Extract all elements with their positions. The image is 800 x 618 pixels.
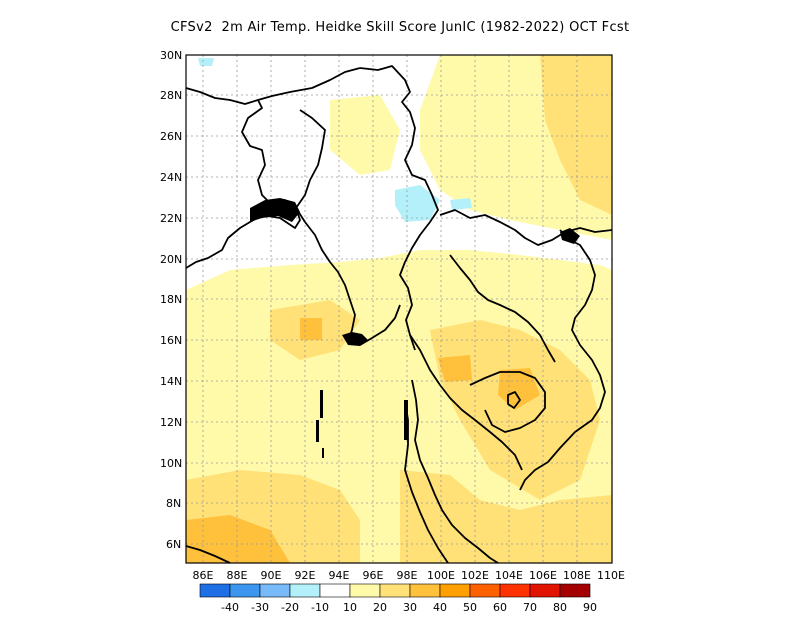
colorbar-boxes	[199, 583, 591, 598]
colorbar-label: 40	[433, 601, 447, 614]
lat-label-18n: 18N	[160, 293, 182, 306]
coast-vietnam-north	[519, 229, 606, 491]
colorbar-label: -20	[281, 601, 299, 614]
border-india-myanmar	[295, 109, 326, 209]
coast-sumatra	[185, 545, 231, 564]
colorbar-swatch	[349, 583, 381, 598]
colorbar-label: -30	[251, 601, 269, 614]
colorbar-label: 30	[403, 601, 417, 614]
shade-dominant-upper-mid	[330, 95, 400, 175]
lon-labels: 86E 88E 90E 92E 94E 96E 98E 100E 102E 10…	[193, 569, 625, 582]
lat-label-12n: 12N	[160, 416, 182, 429]
colorbar-swatch	[469, 583, 501, 598]
shade-strong-sw	[186, 515, 290, 563]
border-thailand-cambodia	[469, 371, 546, 433]
red-river-delta	[560, 228, 580, 244]
lon-label-106e: 106E	[529, 569, 557, 582]
colorbar-labels: -40 -30 -20 -10 10 20 30 40 50 60 70 80 90	[221, 601, 597, 614]
shade-moderate-south	[400, 470, 612, 563]
border-myanmar-east	[359, 65, 439, 351]
lon-label-104e: 104E	[495, 569, 523, 582]
lat-label-8n: 8N	[166, 497, 181, 510]
colorbar-label: 70	[523, 601, 537, 614]
colorbar-label: 60	[493, 601, 507, 614]
lon-label-110e: 110E	[597, 569, 625, 582]
lat-label-6n: 6N	[166, 538, 181, 551]
colorbar-swatch	[259, 583, 291, 598]
coast-myanmar-west	[295, 207, 401, 346]
lat-label-28n: 28N	[160, 89, 182, 102]
colorbar-swatch	[319, 583, 351, 598]
lon-label-108e: 108E	[563, 569, 591, 582]
lat-labels: 30N 28N 26N 24N 22N 20N 18N 16N 14N 12N …	[160, 49, 182, 551]
lat-label-26n: 26N	[160, 130, 182, 143]
map-title: CFSv2 2m Air Temp. Heidke Skill Score Ju…	[170, 20, 630, 35]
grid-lines	[186, 55, 612, 563]
lon-label-88e: 88E	[227, 569, 248, 582]
coast-gulf-thailand	[409, 334, 523, 471]
border-tibet	[257, 67, 361, 101]
colorbar-swatch	[289, 583, 321, 598]
shade-negative-top	[198, 58, 214, 66]
border-china-laos	[439, 209, 613, 246]
lat-label-30n: 30N	[160, 49, 182, 62]
colorbar-swatch	[439, 583, 471, 598]
lon-label-92e: 92E	[295, 569, 316, 582]
colorbar-label: 10	[343, 601, 357, 614]
lake-tonle-sap	[507, 391, 521, 409]
coast-malay-peninsula	[411, 379, 499, 564]
shade-strong-mid	[300, 318, 322, 340]
colorbar-swatch	[379, 583, 411, 598]
lon-label-100e: 100E	[427, 569, 455, 582]
lat-label-24n: 24N	[160, 171, 182, 184]
lat-label-10n: 10N	[160, 457, 182, 470]
lat-label-22n: 22N	[160, 212, 182, 225]
colorbar-swatch	[529, 583, 561, 598]
colorbar-swatch	[409, 583, 441, 598]
lon-label-102e: 102E	[461, 569, 489, 582]
colorbar-label: 90	[583, 601, 597, 614]
colorbar: -40 -30 -20 -10 10 20 30 40 50 60 70 80 90	[199, 583, 597, 614]
lon-label-94e: 94E	[329, 569, 350, 582]
lon-label-86e: 86E	[193, 569, 214, 582]
lon-label-98e: 98E	[397, 569, 418, 582]
colorbar-label: -10	[311, 601, 329, 614]
colorbar-label: 20	[373, 601, 387, 614]
plot-frame	[185, 54, 613, 564]
andaman-islands	[316, 390, 408, 458]
border-laos-thailand	[449, 254, 556, 363]
lat-label-16n: 16N	[160, 334, 182, 347]
colorbar-swatch	[199, 583, 231, 598]
colorbar-swatch	[499, 583, 531, 598]
colorbar-label: 80	[553, 601, 567, 614]
shade-negative-north	[395, 185, 440, 222]
colorbar-swatch	[559, 583, 591, 598]
colorbar-label: 50	[463, 601, 477, 614]
colorbar-swatch	[229, 583, 261, 598]
lon-label-96e: 96E	[363, 569, 384, 582]
irrawaddy-delta	[342, 332, 368, 346]
colorbar-label: -40	[221, 601, 239, 614]
lat-label-14n: 14N	[160, 375, 182, 388]
plot-area	[185, 54, 613, 564]
river-deltas	[250, 198, 580, 346]
shade-negative-small	[450, 198, 472, 210]
lat-label-20n: 20N	[160, 253, 182, 266]
lon-label-90e: 90E	[261, 569, 282, 582]
shade-strong-center	[438, 355, 472, 382]
ganges-delta	[250, 198, 300, 222]
